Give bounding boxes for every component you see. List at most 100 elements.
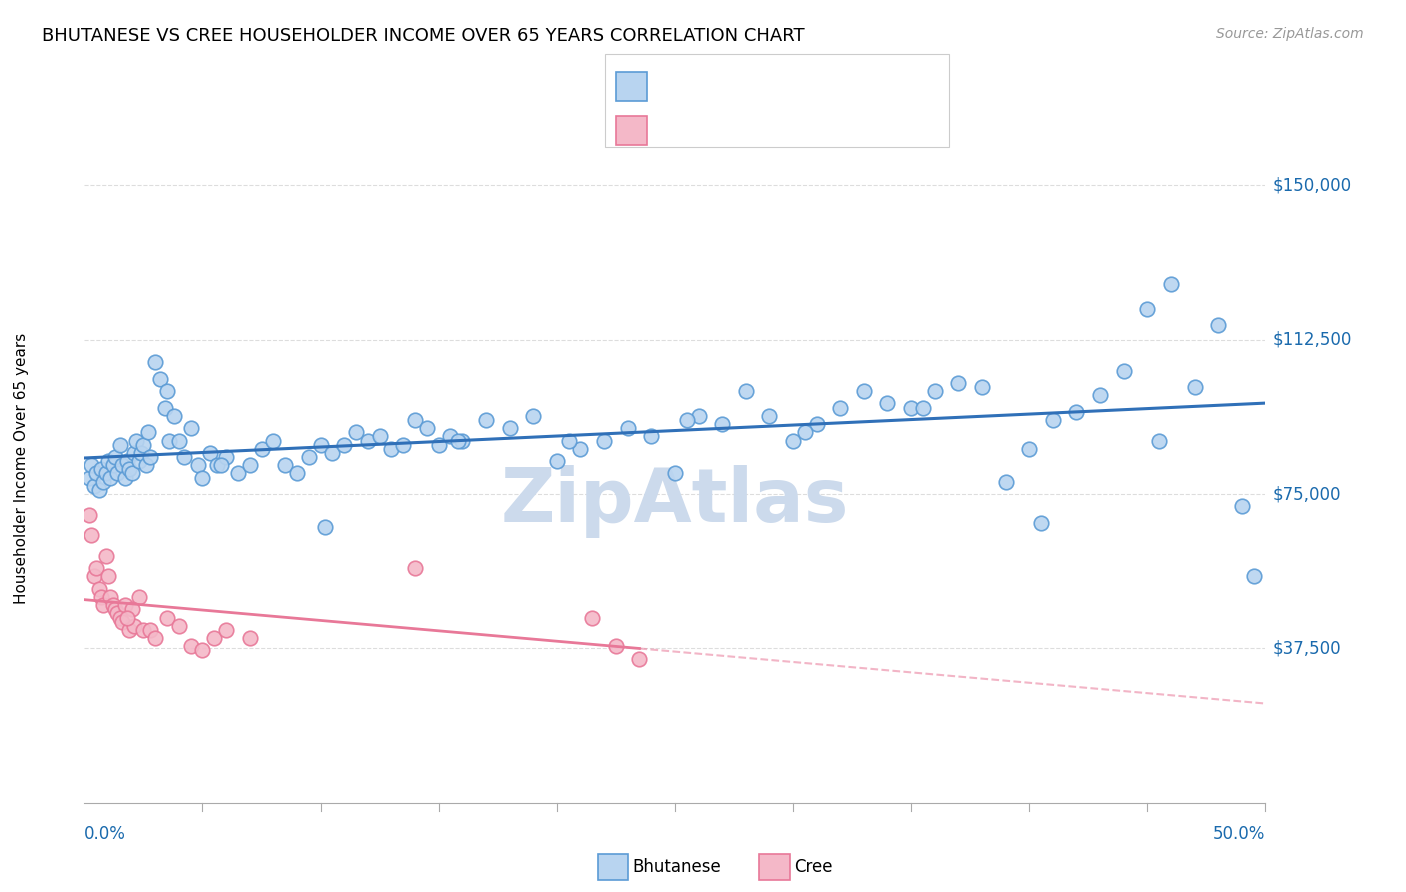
Point <box>91 475 114 489</box>
Point <box>84 467 107 481</box>
Point <box>321 446 343 460</box>
Point <box>640 429 662 443</box>
Point <box>136 425 159 440</box>
Point <box>688 409 710 423</box>
Point <box>344 425 367 440</box>
Point <box>333 437 356 451</box>
Point <box>793 425 815 440</box>
Point <box>924 384 946 398</box>
Point <box>557 434 579 448</box>
Point <box>911 401 934 415</box>
Point <box>132 623 155 637</box>
Point <box>675 413 697 427</box>
Point <box>91 598 114 612</box>
Point <box>616 421 638 435</box>
Point <box>1136 301 1159 316</box>
Point <box>121 467 143 481</box>
Point <box>139 450 162 464</box>
Point <box>191 643 214 657</box>
Point <box>250 442 273 456</box>
Point <box>191 470 214 484</box>
Text: Bhutanese: Bhutanese <box>633 858 721 876</box>
Point <box>357 434 380 448</box>
Point <box>368 429 391 443</box>
Point <box>994 475 1017 489</box>
Point <box>122 619 145 633</box>
Point <box>1230 500 1253 514</box>
Text: $150,000: $150,000 <box>1272 177 1351 194</box>
Point <box>121 602 143 616</box>
Text: 35: 35 <box>845 121 868 139</box>
Text: Source: ZipAtlas.com: Source: ZipAtlas.com <box>1216 27 1364 41</box>
Point <box>98 590 121 604</box>
Point <box>202 631 225 645</box>
Point <box>115 610 138 624</box>
Point <box>226 467 249 481</box>
Point <box>163 409 186 423</box>
Point <box>90 462 112 476</box>
Point <box>1112 363 1135 377</box>
Point <box>628 651 651 665</box>
Point <box>111 458 134 473</box>
Point <box>209 458 232 473</box>
Point <box>1147 434 1170 448</box>
Point <box>98 470 121 484</box>
Text: 50.0%: 50.0% <box>1213 825 1265 843</box>
Point <box>593 434 616 448</box>
Point <box>262 434 284 448</box>
Point <box>451 434 474 448</box>
Point <box>806 417 828 431</box>
Point <box>380 442 402 456</box>
Point <box>948 376 970 390</box>
Text: 104: 104 <box>845 78 879 95</box>
Point <box>522 409 544 423</box>
Point <box>108 610 131 624</box>
Point <box>187 458 209 473</box>
Point <box>77 470 100 484</box>
Point <box>1018 442 1040 456</box>
Point <box>664 467 686 481</box>
Point <box>104 450 127 464</box>
Point <box>167 619 190 633</box>
Point <box>215 623 238 637</box>
Point <box>1066 405 1088 419</box>
Point <box>114 470 136 484</box>
Point <box>876 396 898 410</box>
Point <box>427 437 450 451</box>
Text: N =: N = <box>792 121 823 139</box>
Point <box>180 421 202 435</box>
Point <box>167 434 190 448</box>
Point <box>970 380 993 394</box>
Point <box>446 434 468 448</box>
Point <box>180 640 202 654</box>
Point <box>139 623 162 637</box>
Point <box>734 384 756 398</box>
Point <box>80 458 103 473</box>
Point <box>173 450 195 464</box>
Point <box>115 454 138 468</box>
Point <box>84 561 107 575</box>
Text: R =: R = <box>658 78 689 95</box>
Point <box>125 434 148 448</box>
Text: BHUTANESE VS CREE HOUSEHOLDER INCOME OVER 65 YEARS CORRELATION CHART: BHUTANESE VS CREE HOUSEHOLDER INCOME OVE… <box>42 27 804 45</box>
Point <box>83 569 105 583</box>
Point <box>392 437 415 451</box>
Point <box>122 446 145 460</box>
Point <box>569 442 592 456</box>
Point <box>128 590 150 604</box>
Text: 0.0%: 0.0% <box>84 825 127 843</box>
Point <box>143 355 166 369</box>
Point <box>758 409 780 423</box>
Point <box>107 467 129 481</box>
Point <box>852 384 875 398</box>
Point <box>118 462 141 476</box>
Text: N =: N = <box>792 78 823 95</box>
Point <box>239 458 262 473</box>
Point <box>101 598 124 612</box>
Text: Cree: Cree <box>794 858 832 876</box>
Point <box>83 479 105 493</box>
Point <box>298 450 321 464</box>
Point <box>1243 569 1265 583</box>
Point <box>581 610 603 624</box>
Point <box>404 413 426 427</box>
